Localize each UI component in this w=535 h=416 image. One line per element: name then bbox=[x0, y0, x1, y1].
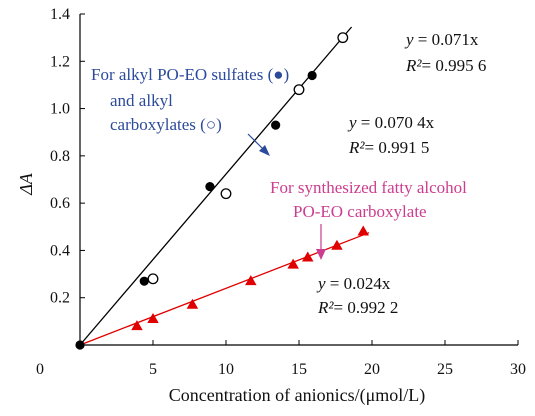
data-points bbox=[75, 32, 369, 350]
blue-annotation-line1: For alkyl PO-EO sulfates (●) bbox=[91, 65, 289, 84]
x-tick-label: 20 bbox=[364, 361, 380, 378]
triangle-point bbox=[357, 225, 369, 236]
pink-arrowhead bbox=[316, 249, 326, 260]
blue-annotation-line3: carboxylates (○) bbox=[110, 115, 222, 134]
triangle-point bbox=[302, 251, 314, 262]
blue-arrow bbox=[247, 133, 263, 149]
y-tick-label: 1.0 bbox=[50, 101, 70, 118]
open-circle-point bbox=[147, 273, 159, 285]
open-circle-point bbox=[293, 84, 305, 96]
pink-annotation: For synthesized fatty alcohol PO-EO carb… bbox=[270, 178, 467, 260]
x-axis-label: Concentration of anionics/(μmol/L) bbox=[169, 385, 426, 406]
r-squared-2: R²= 0.991 5 bbox=[348, 138, 429, 157]
r-squared-1: R²= 0.995 6 bbox=[405, 56, 486, 75]
blue-annotation-line2: and alkyl bbox=[110, 91, 173, 110]
filled-circle-point bbox=[271, 120, 281, 130]
blue-annotation: For alkyl PO-EO sulfates (●) and alkyl c… bbox=[91, 65, 289, 156]
pink-annotation-line1: For synthesized fatty alcohol bbox=[270, 178, 467, 197]
x-tick-label: 15 bbox=[291, 361, 307, 378]
open-circle-point bbox=[337, 32, 349, 44]
x-tick-label: 30 bbox=[510, 361, 526, 378]
y-tick-label: 0.4 bbox=[50, 242, 70, 259]
r-squared-3: R²= 0.992 2 bbox=[317, 298, 398, 317]
equation-1: y = 0.071x bbox=[404, 30, 479, 49]
y-axis-label: ΔA bbox=[16, 172, 36, 196]
triangle-point bbox=[331, 239, 343, 250]
filled-circle-point bbox=[75, 340, 85, 350]
triangle-point bbox=[287, 258, 299, 269]
triangle-point bbox=[245, 275, 257, 286]
filled-circle-point bbox=[139, 276, 149, 286]
triangle-point bbox=[131, 320, 143, 331]
y-tick-label: 0.2 bbox=[50, 290, 70, 307]
y-tick-label: 1.4 bbox=[50, 6, 70, 23]
triangle-point bbox=[186, 298, 199, 309]
y-tick-label: 0.8 bbox=[50, 148, 70, 165]
fit-line-1 bbox=[79, 26, 353, 346]
equation-2: y = 0.070 4x bbox=[347, 113, 435, 132]
blue-arrowhead bbox=[259, 145, 270, 156]
x-tick-label: 25 bbox=[437, 361, 453, 378]
y-tick-label: 0.6 bbox=[50, 195, 70, 212]
filled-circle-point bbox=[205, 181, 215, 192]
equation-3: y = 0.024x bbox=[316, 274, 391, 293]
x-tick-label: 5 bbox=[149, 361, 157, 378]
y-tick-label: 1.2 bbox=[50, 53, 70, 70]
x-tick-label: 10 bbox=[218, 361, 234, 378]
pink-annotation-line2: PO-EO carboxylate bbox=[293, 202, 427, 221]
x-tick-label: 0 bbox=[36, 361, 44, 378]
open-circle-point bbox=[220, 188, 232, 200]
triangle-point bbox=[147, 312, 159, 323]
filled-circle-point bbox=[307, 70, 317, 81]
ticks: 0 5 10 15 20 25 30 0.2 0.4 0.6 0.8 1.0 1.2 1.4 bbox=[36, 6, 526, 378]
